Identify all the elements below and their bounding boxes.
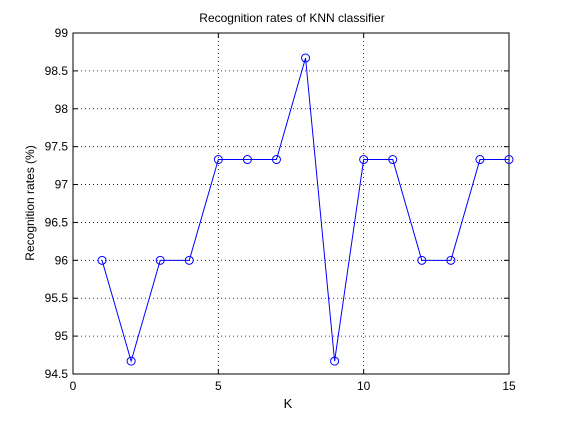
chart-title: Recognition rates of KNN classifier bbox=[199, 11, 384, 25]
data-point bbox=[446, 255, 456, 265]
y-axis-label: Recognition rates (%) bbox=[23, 145, 37, 260]
data-point bbox=[330, 356, 340, 366]
x-tick-label: 10 bbox=[357, 379, 371, 393]
y-tick-label: 95 bbox=[55, 329, 69, 343]
data-point bbox=[126, 356, 136, 366]
data-point bbox=[301, 53, 311, 63]
x-tick-label: 15 bbox=[502, 379, 516, 393]
x-tick-label: 5 bbox=[215, 379, 222, 393]
plot-area bbox=[73, 33, 509, 374]
data-point bbox=[213, 155, 223, 165]
y-tick-label: 95.5 bbox=[45, 291, 69, 305]
y-tick-label: 97 bbox=[55, 178, 69, 192]
data-point bbox=[271, 155, 281, 165]
data-point bbox=[504, 155, 514, 165]
data-point bbox=[359, 155, 369, 165]
x-tick-label: 0 bbox=[70, 379, 77, 393]
y-tick-label: 99 bbox=[55, 26, 69, 40]
y-tick-label: 96.5 bbox=[45, 215, 69, 229]
y-tick-label: 97.5 bbox=[45, 140, 69, 154]
y-tick-label: 94.5 bbox=[45, 367, 69, 381]
y-tick-label: 98.5 bbox=[45, 64, 69, 78]
data-point bbox=[417, 255, 427, 265]
axes-box bbox=[72, 32, 510, 375]
data-point bbox=[97, 255, 107, 265]
y-tick-label: 98 bbox=[55, 102, 69, 116]
x-axis-label: K bbox=[284, 396, 293, 411]
y-tick-label: 96 bbox=[55, 253, 69, 267]
data-point bbox=[242, 155, 252, 165]
data-point bbox=[388, 155, 398, 165]
data-point bbox=[184, 255, 194, 265]
data-point bbox=[475, 155, 485, 165]
data-point bbox=[155, 255, 165, 265]
series-line bbox=[101, 57, 509, 363]
